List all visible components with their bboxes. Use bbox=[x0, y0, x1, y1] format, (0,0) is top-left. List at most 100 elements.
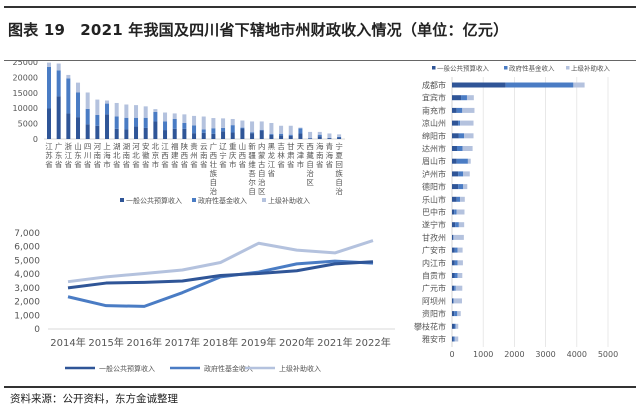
bar-segment bbox=[452, 95, 462, 101]
bar-segment bbox=[47, 66, 51, 109]
x-tick-label: 河北省 bbox=[132, 142, 140, 169]
bar-segment bbox=[464, 133, 474, 139]
bar-segment bbox=[259, 130, 264, 139]
bar-segment bbox=[85, 124, 90, 139]
x-tick-label: 北京市 bbox=[152, 142, 160, 169]
bar-segment bbox=[463, 184, 468, 190]
bar-segment bbox=[124, 104, 129, 118]
bar-segment bbox=[259, 121, 264, 130]
bar-segment bbox=[250, 133, 255, 139]
x-tick-label: 2016年 bbox=[127, 336, 162, 349]
y-tick-label: 阿坝州 bbox=[422, 297, 446, 306]
bar-segment bbox=[452, 311, 455, 317]
bar-segment bbox=[105, 114, 110, 139]
bar-segment bbox=[456, 107, 463, 113]
bar-segment bbox=[230, 132, 235, 139]
bar-segment bbox=[454, 336, 459, 342]
y-tick-label: 甘孜州 bbox=[422, 232, 446, 242]
bar-segment bbox=[298, 133, 303, 139]
bar-segment bbox=[317, 136, 322, 139]
y-tick-label: 0 bbox=[34, 325, 40, 335]
bar-segment bbox=[452, 336, 454, 342]
bar-segment bbox=[455, 285, 463, 291]
x-tick-label: 2015年 bbox=[88, 336, 123, 349]
x-tick-label: 广西壮族自治 bbox=[210, 141, 218, 196]
bar-segment bbox=[288, 135, 293, 139]
x-tick-label: 2021年 bbox=[317, 336, 352, 349]
y-tick-label: 宜宾市 bbox=[422, 93, 446, 103]
bar-segment bbox=[172, 128, 177, 139]
bar-segment bbox=[230, 118, 235, 126]
bar-segment bbox=[453, 298, 462, 304]
x-tick-label: 2000 bbox=[504, 350, 524, 359]
x-tick-label: 2017年 bbox=[165, 336, 200, 349]
bar-segment bbox=[56, 63, 61, 71]
bar-segment bbox=[462, 146, 473, 151]
legend-marker bbox=[566, 66, 570, 70]
bar-segment bbox=[452, 158, 457, 164]
bar-segment bbox=[66, 78, 71, 114]
bar-segment bbox=[298, 127, 303, 129]
x-tick-label: 甘肃省 bbox=[287, 141, 295, 169]
bar-segment bbox=[452, 323, 455, 329]
bar-segment bbox=[143, 127, 148, 139]
bar-segment bbox=[452, 184, 459, 190]
y-tick-label: 泸州市 bbox=[422, 169, 446, 179]
bar-segment bbox=[288, 134, 293, 136]
x-tick-label: 湖南省 bbox=[123, 142, 131, 169]
y-tick-label: 0 bbox=[33, 135, 38, 144]
bar-segment bbox=[240, 128, 245, 139]
bar-segment bbox=[143, 106, 148, 118]
bar-segment bbox=[153, 109, 158, 112]
y-tick-label: 成都市 bbox=[422, 80, 446, 90]
y-tick-label: 内江市 bbox=[422, 258, 446, 268]
bar-segment bbox=[454, 247, 458, 253]
bar-segment bbox=[134, 126, 139, 139]
x-tick-label: 西藏自治区 bbox=[306, 142, 314, 187]
x-tick-label: 重庆市 bbox=[229, 142, 237, 169]
bar-segment bbox=[452, 273, 455, 278]
top-rule bbox=[4, 6, 636, 8]
bar-segment bbox=[56, 70, 61, 97]
bar-segment bbox=[454, 260, 458, 266]
bar-segment bbox=[458, 222, 465, 228]
legend-label: 政府性基金收入 bbox=[509, 64, 555, 73]
x-tick-label: 新疆维吾尔自 bbox=[248, 141, 256, 196]
bar-segment bbox=[76, 82, 81, 93]
y-tick-label: 3,000 bbox=[14, 284, 40, 294]
x-tick-label: 2019年 bbox=[241, 336, 276, 349]
source-note: 资料来源：公开资料，东方金诚整理 bbox=[10, 393, 178, 405]
y-tick-label: 7,000 bbox=[14, 229, 40, 239]
bar-segment bbox=[163, 121, 168, 131]
bottom-rule bbox=[4, 386, 636, 388]
bar-segment bbox=[192, 115, 197, 126]
bar-segment bbox=[457, 311, 461, 317]
bar-segment bbox=[452, 120, 459, 126]
legend-label: 政府性基金收入 bbox=[198, 196, 247, 205]
x-tick-label: 天津市 bbox=[297, 142, 305, 169]
bar-segment bbox=[201, 132, 206, 139]
bar-segment bbox=[460, 196, 465, 202]
bar-segment bbox=[453, 234, 464, 240]
bar-segment bbox=[466, 95, 474, 101]
bar-segment bbox=[201, 129, 206, 133]
bar-segment bbox=[467, 158, 471, 164]
x-tick-label: 4000 bbox=[567, 350, 587, 359]
legend-marker bbox=[504, 66, 508, 70]
y-tick-label: 攀枝花市 bbox=[414, 321, 446, 331]
bar-segment bbox=[288, 125, 293, 135]
sichuan-city-revenue-bar-chart: 0 1000 2000 3000 4000 5000 成都市宜宾市南充市凉山州绵阳市达州市眉… bbox=[414, 64, 618, 360]
y-tick-label: 自贡市 bbox=[422, 271, 446, 281]
bar-segment bbox=[114, 128, 119, 139]
bar-segment bbox=[124, 129, 129, 139]
y-tick-label: 资阳市 bbox=[422, 309, 446, 319]
bar-segment bbox=[454, 323, 456, 329]
sichuan-revenue-line-chart: 0 1,000 2,000 3,000 4,000 5,000 6,000 7,000 2014… bbox=[14, 229, 395, 373]
y-tick-label: 遂宁市 bbox=[422, 220, 446, 230]
bar-segment bbox=[221, 127, 226, 132]
y-tick-label: 眉山市 bbox=[422, 156, 446, 166]
y-tick-label: 巴中市 bbox=[422, 207, 446, 217]
series-line bbox=[67, 239, 374, 284]
legend-label: 政府性基金收入 bbox=[204, 364, 253, 373]
bar-segment bbox=[327, 138, 332, 139]
